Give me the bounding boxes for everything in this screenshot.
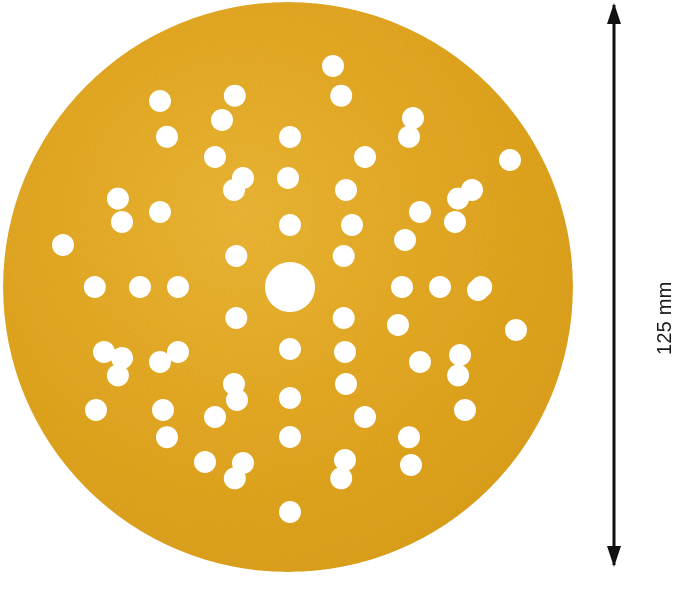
dimension-arrow [607, 3, 621, 567]
dimension-value-label: 125 mm [654, 281, 673, 355]
dimension-line [612, 5, 616, 565]
arrowhead-up-icon [607, 3, 621, 24]
arrowhead-down-icon [607, 546, 621, 567]
disc-body [3, 2, 573, 572]
